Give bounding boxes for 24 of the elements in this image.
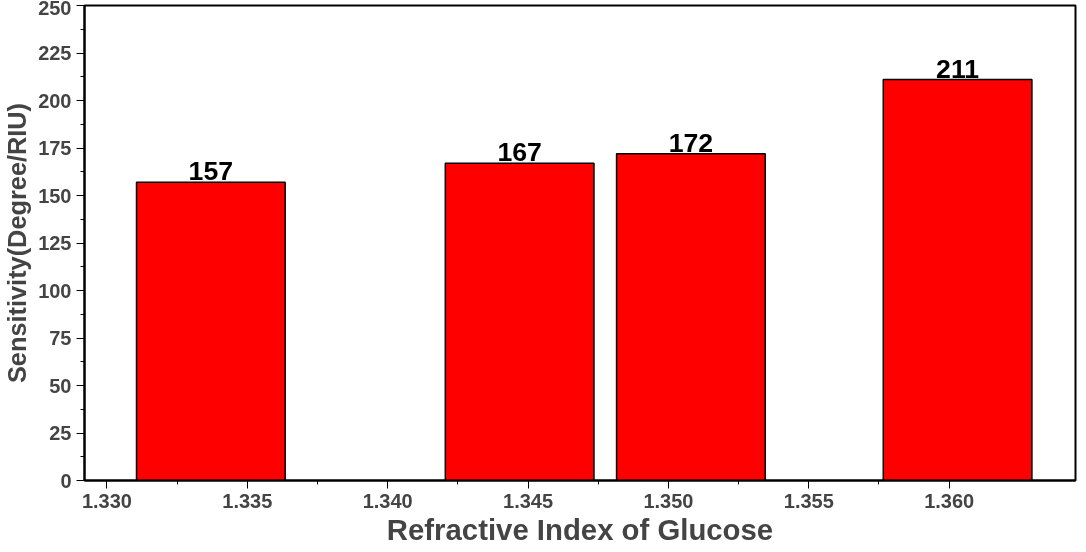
y-tick-label: 200	[38, 89, 72, 112]
y-tick-label: 0	[60, 469, 72, 492]
x-tick-label: 1.345	[503, 489, 554, 512]
data-label: 172	[668, 127, 714, 158]
x-tick-label: 1.335	[222, 489, 273, 512]
y-tick-label: 150	[38, 184, 72, 207]
x-axis-title: Refractive Index of Glucose	[386, 512, 774, 546]
x-tick-label: 1.350	[643, 489, 694, 512]
y-tick-label: 125	[38, 232, 72, 254]
x-tick-label: 1.330	[81, 489, 132, 512]
y-tick-label: 225	[38, 42, 72, 64]
y-tick-label: 175	[38, 137, 72, 159]
data-label: 157	[188, 156, 234, 187]
x-tick-label: 1.340	[362, 489, 413, 512]
y-tick-label: 250	[38, 0, 72, 19]
data-label: 211	[936, 53, 980, 84]
data-label: 167	[497, 137, 542, 168]
y-tick-label: 100	[38, 279, 72, 302]
y-axis-title: Sensitivity(Degree/RIU)	[3, 102, 32, 384]
y-tick-label: 75	[49, 327, 72, 349]
y-tick-label: 25	[49, 422, 72, 444]
x-tick-label: 1.355	[783, 489, 834, 512]
x-tick-label: 1.360	[924, 489, 975, 512]
y-tick-label: 50	[49, 374, 72, 397]
